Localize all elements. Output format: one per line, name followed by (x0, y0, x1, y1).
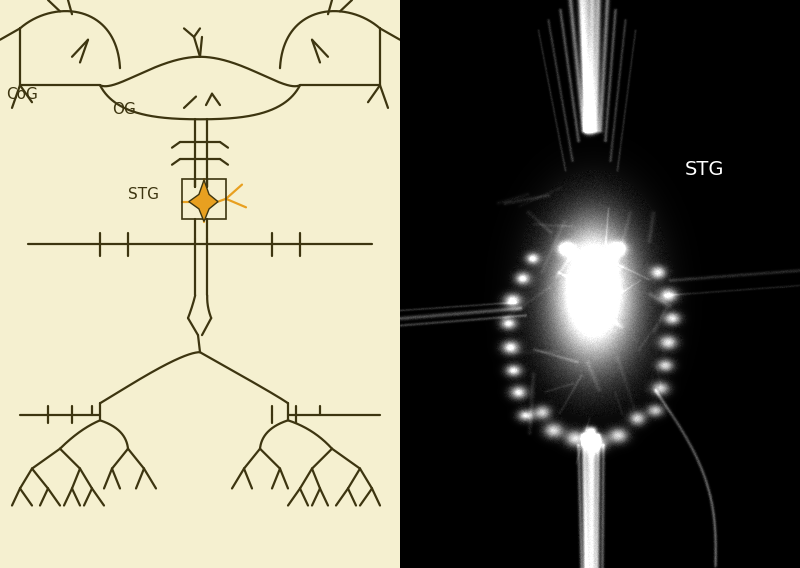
Text: CoG: CoG (6, 87, 38, 102)
Text: OG: OG (112, 102, 136, 116)
Text: STG: STG (128, 187, 159, 202)
Polygon shape (189, 180, 218, 222)
Text: STG: STG (685, 160, 725, 179)
Bar (182, 179, 226, 219)
